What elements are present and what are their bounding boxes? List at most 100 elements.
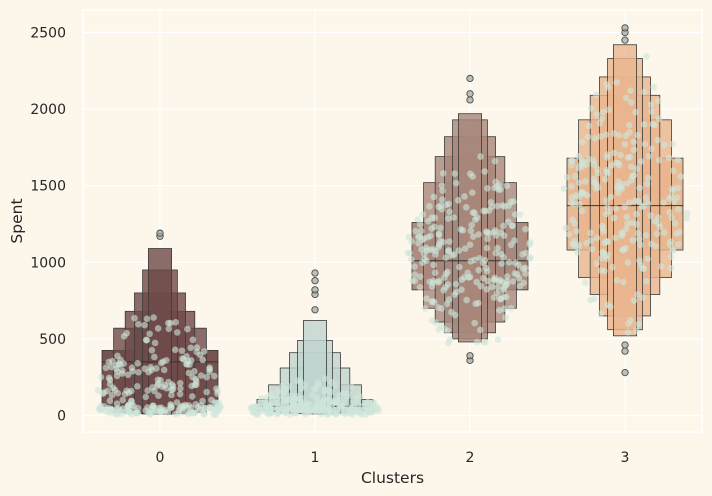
swarm-point <box>633 165 641 173</box>
swarm-point <box>172 319 179 326</box>
swarm-point <box>120 332 128 340</box>
x-tick-labels: 0 1 2 3 <box>156 450 630 466</box>
swarm-point <box>183 360 191 368</box>
swarm-point <box>479 259 487 267</box>
swarm-point <box>450 214 458 221</box>
swarm-points <box>94 53 691 418</box>
swarm-point <box>187 344 195 352</box>
swarm-point <box>428 214 436 221</box>
swarm-point <box>141 321 148 329</box>
swarm-point <box>203 388 210 396</box>
swarm-point <box>634 291 641 298</box>
y-tick-label: 1000 <box>30 255 66 271</box>
swarm-point <box>197 402 205 409</box>
swarm-point <box>348 383 355 391</box>
swarm-point <box>191 368 198 375</box>
swarm-point <box>637 158 645 165</box>
swarm-point <box>445 200 453 208</box>
swarm-point <box>185 369 193 377</box>
swarm-point <box>597 310 605 317</box>
swarm-point <box>445 238 453 245</box>
swarm-point <box>146 330 153 338</box>
swarm-point <box>445 339 452 347</box>
swarm-point <box>622 225 630 233</box>
swarm-point <box>608 162 615 169</box>
outlier-point <box>621 368 629 377</box>
swarm-point <box>668 214 676 221</box>
swarm-point <box>171 346 179 354</box>
swarm-point <box>144 387 152 394</box>
swarm-point <box>437 202 445 209</box>
swarm-point <box>168 403 176 411</box>
swarm-point <box>445 248 452 255</box>
swarm-point <box>330 406 337 413</box>
swarm-point <box>602 131 610 138</box>
swarm-point <box>431 223 438 231</box>
swarm-point <box>453 288 460 296</box>
swarm-point <box>593 110 601 118</box>
swarm-point <box>634 229 642 237</box>
swarm-point <box>286 395 293 403</box>
swarm-point <box>492 178 499 186</box>
swarm-point <box>480 338 488 346</box>
swarm-point <box>654 97 662 105</box>
swarm-point <box>430 299 438 306</box>
swarm-point <box>477 282 485 290</box>
swarm-point <box>494 244 501 252</box>
swarm-point <box>423 295 430 302</box>
swarm-point <box>263 394 271 401</box>
outlier-point <box>621 347 629 355</box>
swarm-point <box>648 108 655 115</box>
swarm-point <box>602 197 610 204</box>
swarm-point <box>501 203 508 210</box>
swarm-point <box>456 263 463 271</box>
swarm-point <box>507 241 515 249</box>
swarm-point <box>412 227 419 235</box>
swarm-point <box>526 241 534 248</box>
swarm-point <box>475 266 483 274</box>
swarm-point <box>105 374 113 382</box>
swarm-point <box>141 365 149 373</box>
swarm-point <box>346 406 354 414</box>
swarm-point <box>593 260 601 267</box>
swarm-point <box>342 410 349 418</box>
swarm-point <box>498 260 505 267</box>
swarm-point <box>585 122 593 130</box>
swarm-point <box>628 219 636 226</box>
swarm-point <box>511 211 519 218</box>
swarm-point <box>560 185 568 192</box>
swarm-point <box>644 200 652 207</box>
swarm-point <box>213 404 221 411</box>
swarm-point <box>587 229 594 237</box>
swarm-point <box>502 314 509 321</box>
swarm-point <box>293 396 300 403</box>
swarm-point <box>435 326 442 333</box>
swarm-point <box>505 258 513 266</box>
swarm-point <box>108 391 116 399</box>
swarm-point <box>641 140 649 148</box>
swarm-point <box>496 306 503 314</box>
swarm-point <box>154 325 162 332</box>
swarm-point <box>573 227 580 235</box>
swarm-point <box>562 224 570 232</box>
swarm-point <box>426 202 433 210</box>
swarm-point <box>176 390 184 398</box>
swarm-point <box>411 271 419 278</box>
swarm-point <box>568 161 575 169</box>
swarm-point <box>502 293 510 301</box>
swarm-point <box>587 296 594 304</box>
swarm-point <box>669 185 676 192</box>
swarm-point <box>421 250 428 258</box>
swarm-point <box>154 382 161 390</box>
swarm-point <box>338 402 345 410</box>
swarm-point <box>189 336 197 344</box>
swarm-point <box>167 319 174 327</box>
swarm-point <box>208 404 216 412</box>
swarm-point <box>178 347 186 355</box>
swarm-point <box>666 208 673 216</box>
swarm-point <box>206 368 213 376</box>
swarm-point <box>604 238 611 246</box>
x-tick-label: 0 <box>156 450 165 466</box>
swarm-point <box>509 278 517 285</box>
swarm-point <box>176 404 184 411</box>
